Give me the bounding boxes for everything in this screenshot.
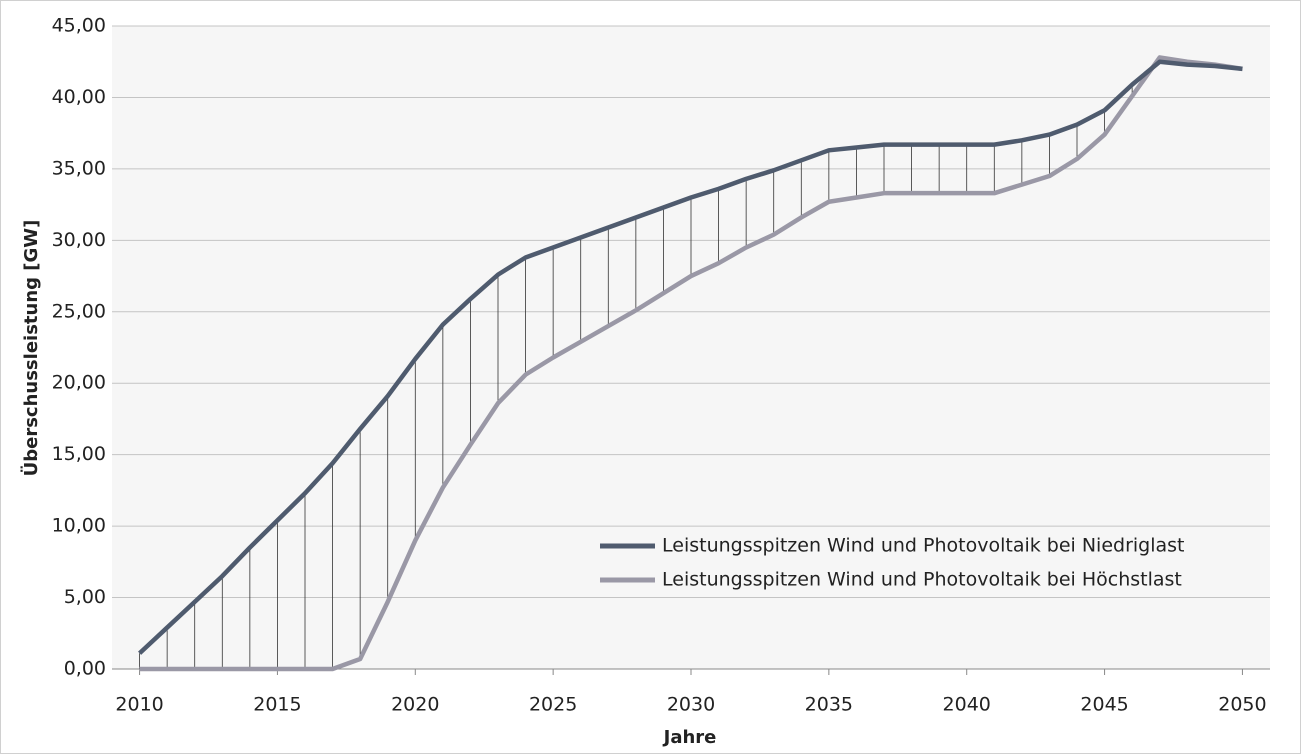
x-axis-title: Jahre [662,727,717,748]
x-tick-label: 2020 [391,694,439,716]
x-tick-label: 2015 [253,694,301,716]
legend-label: Leistungsspitzen Wind und Photovoltaik b… [662,535,1185,557]
y-tick-label: 25,00 [52,300,106,322]
y-tick-label: 20,00 [52,372,106,394]
y-axis-title: Überschussleistung [GW] [20,220,42,477]
y-tick-label: 30,00 [52,229,106,251]
y-tick-label: 10,00 [52,515,106,537]
y-tick-label: 0,00 [64,658,106,680]
legend-label: Leistungsspitzen Wind und Photovoltaik b… [662,569,1182,591]
x-tick-label: 2025 [529,694,577,716]
x-tick-label: 2040 [943,694,991,716]
x-tick-label: 2050 [1218,694,1266,716]
x-tick-label: 2010 [115,694,163,716]
series-line [139,55,1243,672]
y-tick-label: 45,00 [52,15,106,37]
y-tick-label: 40,00 [52,86,106,108]
x-tick-label: 2035 [805,694,853,716]
x-tick-label: 2030 [667,694,715,716]
x-tick-label: 2045 [1080,694,1128,716]
y-tick-label: 35,00 [52,157,106,179]
series-line [138,59,1243,655]
y-tick-label: 15,00 [52,443,106,465]
y-tick-label: 5,00 [64,586,106,608]
